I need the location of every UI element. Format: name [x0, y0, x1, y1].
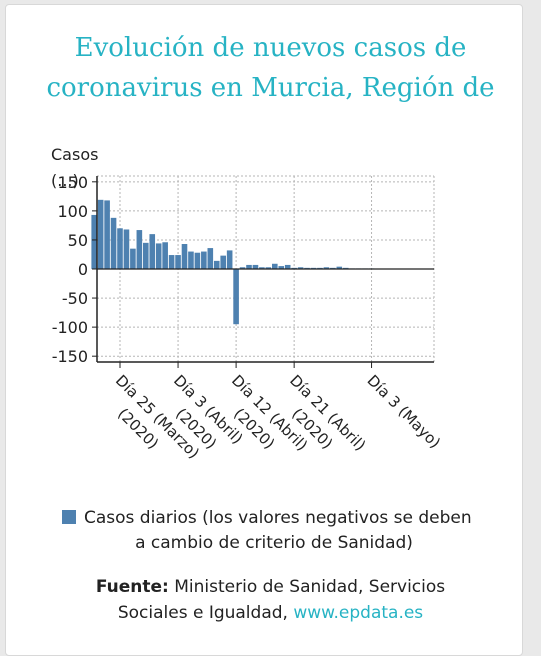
legend-swatch	[62, 510, 76, 524]
y-tick-label: 50	[68, 231, 88, 250]
bar	[181, 244, 188, 269]
bar	[226, 250, 233, 269]
chart-title-line-1: Evolución de nuevos casos de	[74, 33, 467, 63]
bar	[130, 248, 136, 269]
bar	[297, 267, 304, 269]
chart-bars	[91, 199, 375, 325]
y-tick-labels: 150 100 50 0 -50 -100 -150	[52, 173, 88, 366]
bar	[207, 248, 214, 269]
bar	[323, 267, 330, 269]
bar	[336, 266, 343, 269]
bar	[194, 252, 201, 269]
bar	[162, 242, 168, 269]
chart-card	[5, 4, 523, 656]
x-tick-label-line: Día 3 (Mayo)	[364, 371, 445, 452]
chart-axes	[92, 176, 434, 368]
bar	[117, 228, 123, 269]
y-axis-label-line-2: (...)	[51, 171, 79, 190]
y-tick-label: 100	[57, 202, 88, 221]
y-tick-label: 150	[57, 173, 88, 192]
bar	[91, 214, 97, 269]
y-axis-label-line-1: Casos	[51, 145, 98, 164]
y-tick-label: -50	[62, 289, 88, 308]
legend-label-line-2: a cambio de criterio de Sanidad)	[135, 533, 413, 553]
bar	[284, 264, 291, 269]
legend-label: Casos diarios (los valores negativos se …	[84, 506, 504, 556]
x-tick-label: Día 3 (Mayo)	[364, 371, 445, 452]
bar	[155, 243, 162, 269]
source-text-2: Sociales e Igualdad,	[117, 603, 294, 623]
bar	[213, 260, 220, 269]
bar	[252, 264, 259, 269]
bar-chart: 150 100 50 0 -50 -100 -150 Día 25 (Marzo)(2020…	[51, 145, 445, 462]
y-tick-label: -100	[52, 318, 88, 337]
y-tick-label: -150	[52, 347, 88, 366]
bar	[123, 229, 130, 269]
bar	[220, 255, 226, 269]
bar	[110, 217, 117, 269]
source-text: Ministerio de Sanidad, Servicios	[168, 577, 446, 597]
source-note: Fuente: Ministerio de Sanidad, Servicios…	[0, 574, 541, 626]
bar	[149, 234, 156, 270]
bar	[188, 251, 194, 269]
bar	[278, 266, 285, 269]
bar	[246, 264, 252, 269]
bar	[168, 255, 175, 269]
bar	[259, 267, 265, 269]
bar	[97, 199, 104, 269]
bar	[233, 269, 239, 325]
legend-label-line-1: Casos diarios (los valores negativos se …	[84, 508, 472, 528]
bar	[239, 267, 246, 269]
bar	[265, 267, 272, 269]
chart-title: Evolución de nuevos casos de coronavirus…	[0, 28, 541, 108]
x-tick-labels: Día 25 (Marzo)(2020) Día 3 (Abril)(2020) D…	[112, 371, 445, 462]
source-label: Fuente:	[95, 577, 169, 597]
bar	[272, 263, 278, 269]
y-tick-label: 0	[78, 260, 88, 279]
bar	[104, 200, 110, 269]
bar	[136, 230, 143, 269]
bar	[143, 242, 149, 269]
chart-title-line-2: coronavirus en Murcia, Región de	[46, 73, 495, 103]
bar	[175, 255, 181, 269]
source-link[interactable]: www.epdata.es	[293, 603, 424, 623]
bar	[201, 251, 207, 269]
